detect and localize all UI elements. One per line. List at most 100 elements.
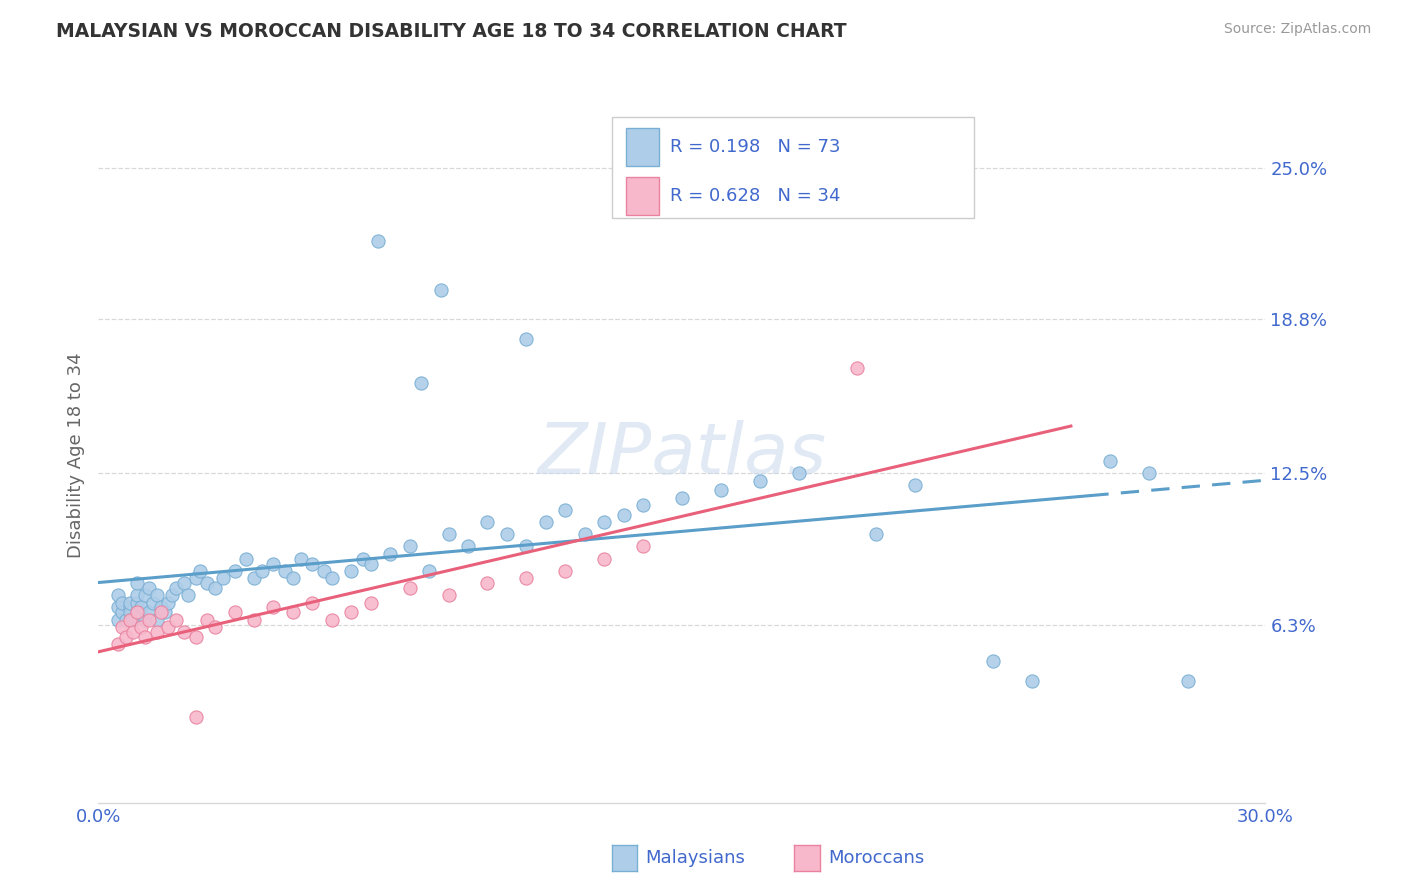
Point [184,571,207,585]
Point [204,581,226,595]
Point [340,564,363,578]
Point [114,630,136,644]
Point [195,613,218,627]
Point [195,576,218,591]
Text: Source: ZipAtlas.com: Source: ZipAtlas.com [1223,22,1371,37]
Point [457,540,479,554]
Point [352,551,374,566]
Point [204,620,226,634]
Point [127,606,149,620]
Point [1177,673,1199,688]
Point [243,571,266,585]
Point [378,547,402,561]
Point [127,606,149,620]
Point [250,564,273,578]
Point [360,557,382,571]
Point [437,527,460,541]
Point [429,283,451,297]
Point [188,564,211,578]
Point [149,606,172,620]
Point [134,613,156,627]
Point [321,571,343,585]
Point [360,596,382,610]
Point [107,600,129,615]
Point [111,596,134,610]
Point [515,571,537,585]
Point [235,551,257,566]
Point [612,508,634,522]
Point [411,376,433,390]
Point [138,581,160,595]
Point [224,564,246,578]
Point [118,613,141,627]
Point [631,498,654,512]
Point [865,527,887,541]
Point [981,654,1004,668]
Point [157,596,180,610]
Point [340,606,363,620]
FancyBboxPatch shape [626,177,658,215]
Point [904,478,927,492]
Text: Malaysians: Malaysians [645,849,745,867]
Point [127,596,149,610]
Point [593,515,616,529]
Point [301,557,323,571]
Point [173,576,195,591]
Point [165,613,187,627]
Point [118,596,141,610]
Point [301,596,323,610]
Point [710,483,733,498]
Point [107,637,129,651]
Point [262,557,284,571]
Y-axis label: Disability Age 18 to 34: Disability Age 18 to 34 [66,352,84,558]
Point [157,620,180,634]
Point [134,588,156,602]
Point [243,613,266,627]
Point [138,613,160,627]
Point [554,564,576,578]
Point [477,576,499,591]
Point [477,515,499,529]
Point [111,606,134,620]
Point [129,600,152,615]
Point [134,630,156,644]
Text: MALAYSIAN VS MOROCCAN DISABILITY AGE 18 TO 34 CORRELATION CHART: MALAYSIAN VS MOROCCAN DISABILITY AGE 18 … [56,22,846,41]
Point [574,527,596,541]
Point [118,606,141,620]
Point [107,588,129,602]
Text: R = 0.198   N = 73: R = 0.198 N = 73 [671,138,841,156]
Point [146,613,169,627]
Point [153,606,176,620]
Point [515,332,537,346]
Point [437,588,460,602]
Point [129,620,152,634]
Point [312,564,335,578]
Point [165,581,187,595]
Point [418,564,440,578]
Point [274,564,297,578]
Text: R = 0.628   N = 34: R = 0.628 N = 34 [671,186,841,205]
Point [290,551,312,566]
Text: Moroccans: Moroccans [828,849,924,867]
Point [224,606,246,620]
Point [173,624,195,639]
Point [554,503,576,517]
Point [122,624,145,639]
Point [631,540,654,554]
Point [495,527,517,541]
Point [671,491,693,505]
Point [593,551,616,566]
Point [122,613,145,627]
Text: ZIPatlas: ZIPatlas [537,420,827,490]
Point [118,600,141,615]
Point [149,600,172,615]
FancyBboxPatch shape [612,118,973,219]
Point [367,235,389,249]
Point [1098,454,1121,468]
Point [184,710,207,724]
Point [515,540,537,554]
Point [162,588,184,602]
Point [107,613,129,627]
Point [787,467,810,481]
Point [1137,467,1160,481]
